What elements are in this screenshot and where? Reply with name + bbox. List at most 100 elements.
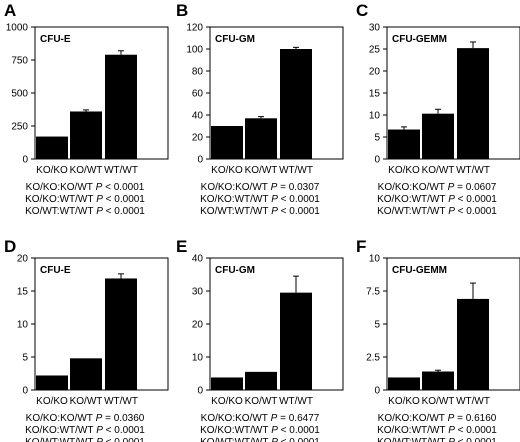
stat-value: < 0.0001 xyxy=(103,206,145,217)
bar xyxy=(36,136,68,159)
x-tick-label: KO/WT xyxy=(422,396,455,407)
stat-value: < 0.0001 xyxy=(455,437,497,442)
stat-comparison: KO/WT:WT/WT xyxy=(377,206,448,217)
stat-comparison: KO/KO:WT/WT xyxy=(200,194,271,205)
stat-p-symbol: P xyxy=(271,413,278,424)
stat-line: KO/WT:WT/WT P < 0.0001 xyxy=(377,206,497,217)
stat-comparison: KO/KO:WT/WT xyxy=(25,194,96,205)
y-tick-label: 0 xyxy=(197,386,203,397)
panel-title: CFU-GEMM xyxy=(392,34,447,45)
stat-comparison: KO/WT:WT/WT xyxy=(25,206,96,217)
y-tick-label: 1000 xyxy=(6,23,29,34)
stat-p-symbol: P xyxy=(96,437,103,442)
stat-comparison: KO/WT:WT/WT xyxy=(200,437,271,442)
y-tick-label: 5 xyxy=(374,133,380,144)
x-tick-label: KO/WT xyxy=(422,165,455,176)
y-tick-label: 15 xyxy=(17,287,29,298)
stat-comparison: KO/WT:WT/WT xyxy=(377,437,448,442)
bar xyxy=(457,48,489,160)
bar xyxy=(457,298,489,390)
bar xyxy=(105,54,137,159)
bar xyxy=(105,278,137,390)
bar xyxy=(422,371,454,390)
stat-p-symbol: P xyxy=(448,425,455,436)
x-tick-label: KO/KO xyxy=(211,396,243,407)
stat-value: < 0.0001 xyxy=(102,182,144,193)
y-tick-label: 20 xyxy=(17,254,29,265)
stat-line: KO/WT:WT/WT P < 0.0001 xyxy=(200,437,320,442)
y-tick-label: 0 xyxy=(374,386,380,397)
y-tick-label: 10 xyxy=(192,353,204,364)
y-tick-label: 30 xyxy=(369,23,381,34)
y-tick-label: 0 xyxy=(197,155,203,166)
stat-p-symbol: P xyxy=(96,206,103,217)
stat-value: < 0.0001 xyxy=(103,194,145,205)
y-tick-label: 20 xyxy=(369,67,381,78)
panel-c: C 0 5 10 15 20 25 30 CFU-GEMM KO/KO KO/WT WT/WT KO/K… xyxy=(356,1,520,217)
x-tick-label: KO/WT xyxy=(70,165,103,176)
y-tick-label: 7.5 xyxy=(366,287,380,298)
x-tick-label: KO/WT xyxy=(70,396,103,407)
bar xyxy=(422,113,454,159)
panel-e: E 0 10 20 30 40 CFU-GM KO/KO KO/WT WT/WT KO/KO:KO/… xyxy=(176,237,344,442)
stat-comparison: KO/KO:WT/WT xyxy=(377,194,448,205)
panel-letter: C xyxy=(356,1,368,20)
x-tick-label: WT/WT xyxy=(104,396,138,407)
panel-d: D 0 5 10 15 20 CFU-E KO/KO KO/WT WT/WT KO/KO:KO/WT… xyxy=(4,237,169,442)
stat-p-symbol: P xyxy=(448,206,455,217)
stat-line: KO/KO:WT/WT P < 0.0001 xyxy=(377,425,497,436)
stat-comparison: KO/KO:WT/WT xyxy=(377,425,448,436)
panel-b: B 0 20 40 60 80 100 120 CFU-GM KO/KO KO/WT WT/WT KO/… xyxy=(176,1,344,217)
stat-line: KO/WT:WT/WT P < 0.0001 xyxy=(25,206,145,217)
stat-p-symbol: P xyxy=(448,194,455,205)
y-tick-label: 120 xyxy=(186,23,203,34)
stat-p-symbol: P xyxy=(96,194,103,205)
stat-comparison: KO/KO:KO/WT xyxy=(26,413,96,424)
stat-comparison: KO/KO:WT/WT xyxy=(25,425,96,436)
bar xyxy=(245,118,277,159)
y-tick-label: 60 xyxy=(192,89,204,100)
stat-value: = 0.0307 xyxy=(277,182,319,193)
y-tick-label: 0 xyxy=(22,386,28,397)
stat-p-symbol: P xyxy=(96,182,103,193)
stat-value: < 0.0001 xyxy=(103,425,145,436)
x-tick-label: WT/WT xyxy=(456,396,490,407)
stat-p-symbol: P xyxy=(96,413,103,424)
stat-value: = 0.6477 xyxy=(277,413,319,424)
x-tick-label: KO/KO xyxy=(36,165,68,176)
stat-comparison: KO/KO:KO/WT xyxy=(26,182,96,193)
stat-line: KO/WT:WT/WT P < 0.0001 xyxy=(200,206,320,217)
stat-p-symbol: P xyxy=(448,413,455,424)
panel-letter: E xyxy=(176,237,187,256)
stat-line: KO/KO:WT/WT P < 0.0001 xyxy=(25,194,145,205)
y-tick-label: 0 xyxy=(374,155,380,166)
panel-f: F 0 2.5 5 7.5 10 CFU-GEMM KO/KO KO/WT WT/WT KO/KO:… xyxy=(356,237,520,442)
stat-p-symbol: P xyxy=(271,206,278,217)
y-tick-label: 250 xyxy=(11,122,28,133)
y-tick-label: 100 xyxy=(186,45,203,56)
plot-frame xyxy=(386,257,520,391)
y-tick-label: 500 xyxy=(11,89,28,100)
bar xyxy=(245,371,277,390)
panel-letter: A xyxy=(4,1,16,20)
stat-line: KO/KO:KO/WT P < 0.0001 xyxy=(26,182,145,193)
y-tick-label: 5 xyxy=(374,320,380,331)
stat-value: < 0.0001 xyxy=(455,194,497,205)
stat-comparison: KO/KO:KO/WT xyxy=(378,182,448,193)
stat-line: KO/KO:KO/WT P = 0.0607 xyxy=(378,182,497,193)
panel-title: CFU-GM xyxy=(215,34,255,45)
stat-line: KO/KO:WT/WT P < 0.0001 xyxy=(25,425,145,436)
stat-p-symbol: P xyxy=(448,182,455,193)
stat-value: < 0.0001 xyxy=(455,206,497,217)
x-tick-label: KO/KO xyxy=(36,396,68,407)
y-tick-label: 20 xyxy=(192,320,204,331)
bar xyxy=(211,377,243,390)
y-tick-label: 80 xyxy=(192,67,204,78)
y-tick-label: 0 xyxy=(22,155,28,166)
x-tick-label: WT/WT xyxy=(279,396,313,407)
panel-letter: B xyxy=(176,1,188,20)
stat-value: < 0.0001 xyxy=(455,425,497,436)
y-tick-label: 40 xyxy=(192,111,204,122)
bar xyxy=(36,375,68,390)
